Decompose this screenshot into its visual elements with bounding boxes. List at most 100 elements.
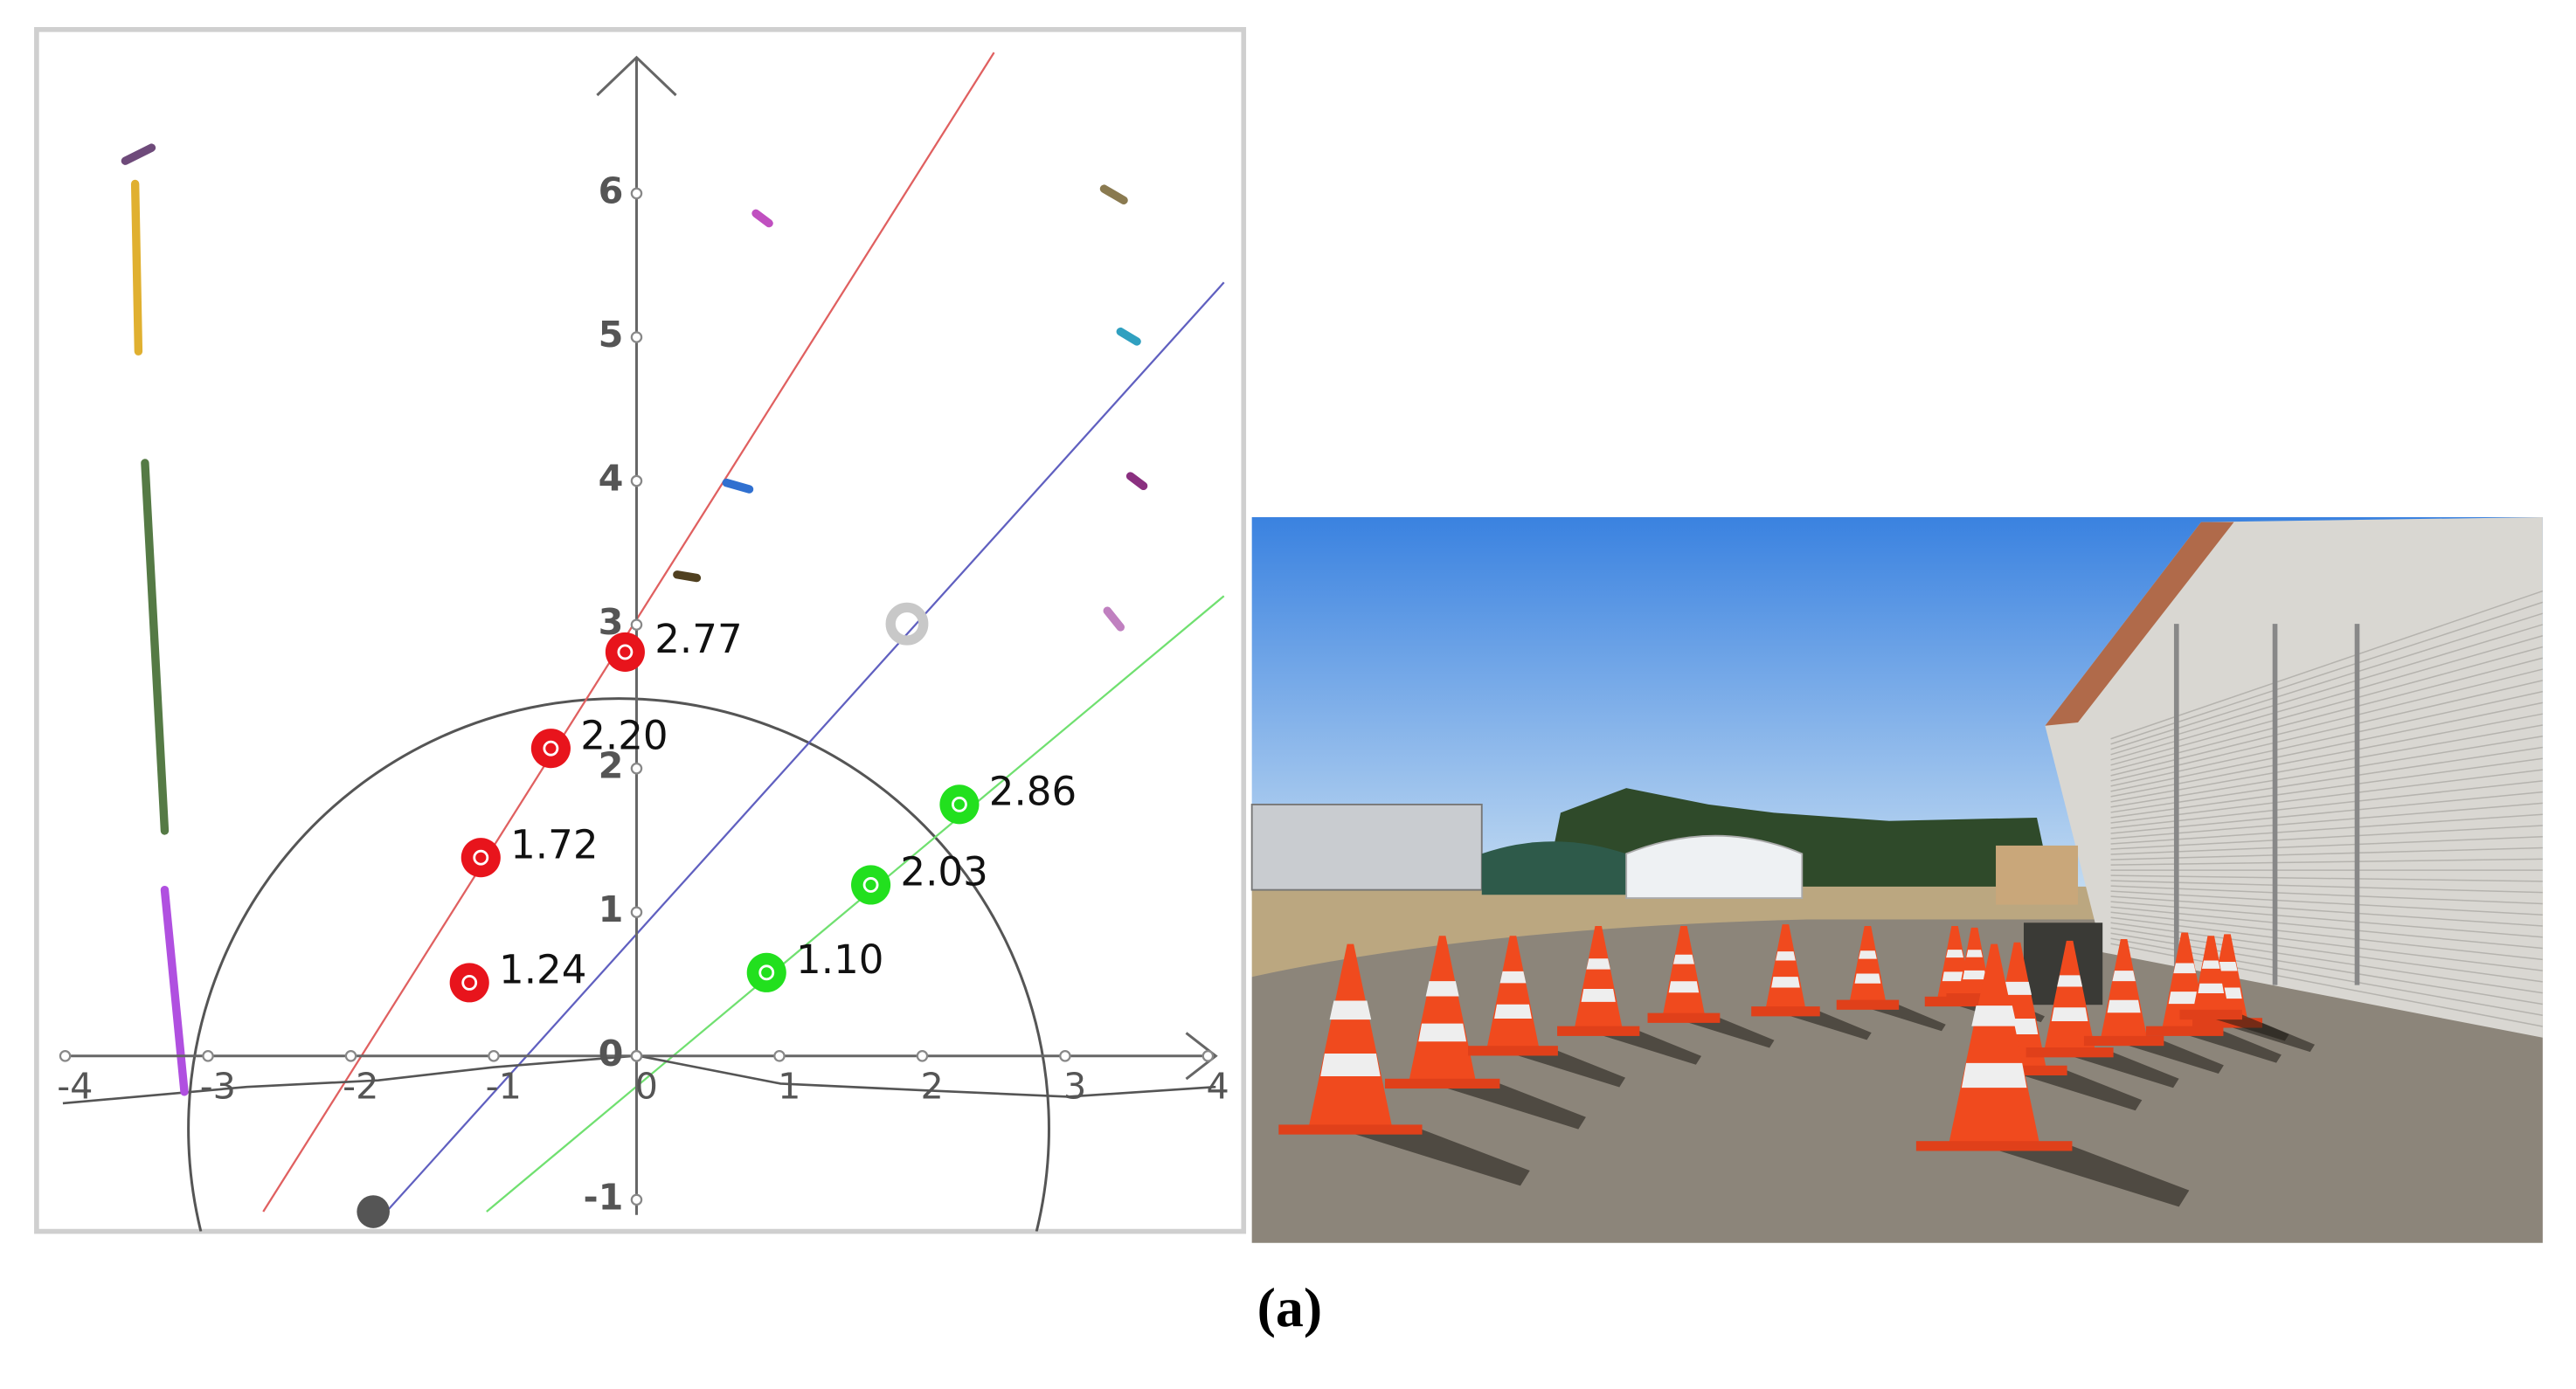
shutter-slat [2110,769,2543,824]
distance-label: 1.72 [510,821,598,867]
cone-shadow [1994,1145,2190,1207]
cone-point-ring [862,877,879,893]
cone [1574,926,1623,1028]
cone-stripe [1672,954,1694,964]
robot-marker [357,1195,390,1228]
greenhouse-left [1250,803,1483,891]
shutter-slat [2110,847,2543,860]
unlabeled-object [885,602,929,646]
shutter-slat [2110,713,2544,798]
caption: (a) [1257,1276,1323,1338]
cone-stripe [2198,983,2225,994]
cone-base [1915,1141,2073,1151]
y-tick-label: -1 [584,1176,624,1218]
cone-point [939,784,980,825]
cone-shadow [1683,1018,1775,1048]
shutter-slat [2110,858,2543,866]
cone-shadow [1350,1130,1530,1186]
shutter-slat [2110,590,2544,740]
y-tick [630,331,643,343]
plot-frame [34,27,1247,1234]
cone-point [851,865,891,905]
y-tick [630,618,643,631]
cone-stripe [1499,971,1527,984]
x-tick [1201,1050,1215,1062]
shutter-slat [2110,612,2544,750]
x-tick-label: -2 [343,1065,378,1107]
cone-stripe [2002,981,2032,995]
cone-shadow [2185,1031,2282,1063]
greenhouse-white [1625,834,1804,899]
x-tick [1059,1050,1071,1062]
cone-point [460,838,501,878]
shutter-slat [2110,791,2543,834]
cone-shadow [2069,1052,2179,1088]
shutter-slat [2110,668,2544,777]
cone-stripe [1329,1000,1372,1020]
x-tick-label: -4 [57,1065,93,1107]
cone-point-ring [617,644,634,660]
x-tick-label: -3 [200,1065,236,1107]
y-tick [630,906,643,919]
cone [1486,936,1540,1048]
cone-stripe [1425,981,1459,997]
shutter-slat [2110,735,2544,808]
x-tick-label: 2 [921,1065,944,1107]
cone-stripe [1963,970,1986,980]
y-tick-label: 0 [599,1033,624,1075]
x-axis-arrow [1185,1032,1218,1081]
cone-stripe [2173,963,2196,974]
x-tick [59,1050,72,1062]
cone-base [1836,999,1900,1010]
shutter-slat [2110,634,2544,761]
object-cluster [1103,606,1125,632]
cone-stripe [1418,1023,1467,1042]
cone [2044,940,2095,1049]
shutter-slat [2110,746,2543,813]
cone-base [1557,1026,1640,1036]
distance-label: 2.86 [989,769,1077,815]
cone-stripe [2057,975,2083,987]
cone-point-ring [461,974,478,991]
cone-shadow [2123,1040,2224,1074]
x-tick-label: 0 [635,1065,658,1107]
y-tick-label: 2 [599,745,624,787]
cone-point [449,963,489,1003]
cone-stripe [1586,958,1610,970]
greenhouse-dark [1481,841,1627,895]
y-tick [630,187,643,200]
y-tick-label: 1 [599,888,624,930]
shutter-slat [2110,916,2543,971]
object-cluster [130,179,143,356]
distance-label: 2.20 [580,712,668,758]
object-cluster [160,885,189,1096]
cone-base [1278,1124,1423,1135]
object-cluster [673,570,702,583]
distance-label: 1.24 [499,947,586,993]
cone-stripe [1581,988,1616,1002]
range-circle [187,697,1050,1232]
cone-stripe [2112,971,2136,982]
y-tick-label: 6 [599,169,624,211]
cone [1949,943,2039,1144]
object-cluster [751,209,773,228]
cone-point-ring [473,849,489,866]
shutter-slat [2110,836,2543,855]
shutter-slat [2110,601,2544,745]
cone-shadow [1785,1011,1872,1040]
shutter-slat [2110,901,2543,938]
x-tick [916,1050,929,1062]
y-tick-label: 5 [599,314,624,356]
object-cluster [121,143,156,165]
shutter-slat [2110,825,2543,850]
cone-stripe [1859,950,1877,959]
cone-shadow [2211,1014,2289,1041]
cone-base [2145,1026,2224,1036]
cone-point [530,729,571,769]
cone-stripe [2168,992,2201,1005]
shutter-slat [2110,657,2544,771]
cone-base [2025,1047,2114,1058]
cone-base [1946,993,2003,1004]
cone [1308,943,1392,1127]
